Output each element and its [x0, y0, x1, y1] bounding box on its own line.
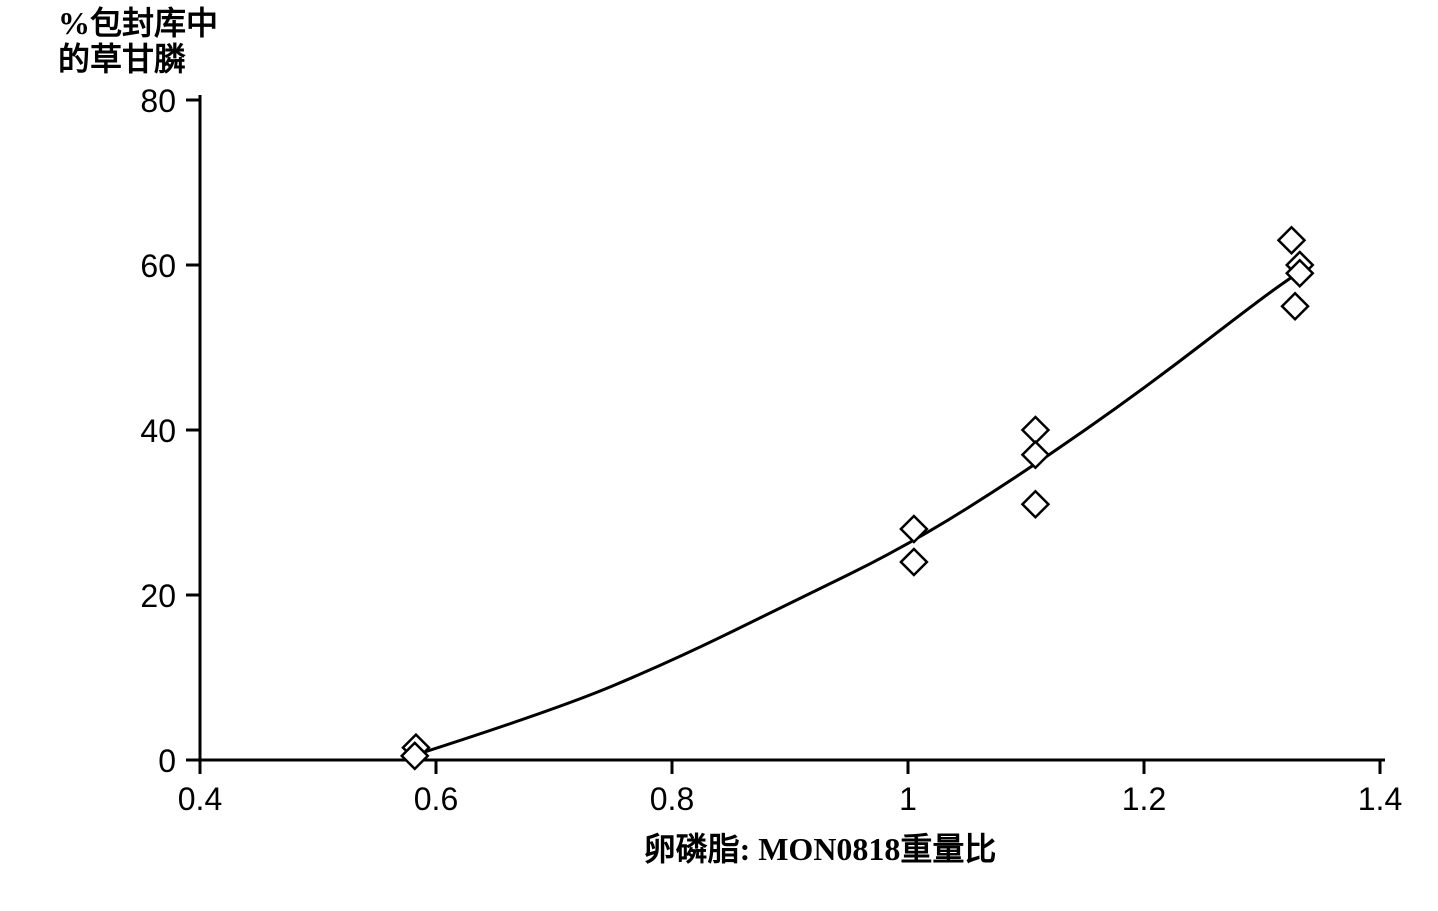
x-tick-label: 0.6 [414, 781, 458, 817]
y-tick-label: 0 [158, 743, 176, 779]
data-marker [1022, 491, 1048, 517]
fitted-curve [412, 273, 1297, 756]
x-tick-label: 1.2 [1122, 781, 1166, 817]
data-marker [901, 516, 927, 542]
chart-svg: 0 20 40 60 80 0.4 0.6 0.8 1 1.2 1.4 %包封库中的草甘膦卵磷脂: M… [0, 0, 1438, 911]
y-tick-label: 60 [140, 248, 176, 284]
data-marker [901, 549, 927, 575]
chart-container: 0 20 40 60 80 0.4 0.6 0.8 1 1.2 1.4 %包封库中的草甘膦卵磷脂: M… [0, 0, 1438, 911]
x-tick-label: 0.8 [650, 781, 694, 817]
y-tick-label: 40 [140, 413, 176, 449]
x-axis-label: 卵磷脂: MON0818重量比 [644, 831, 997, 867]
data-marker [1282, 293, 1308, 319]
x-tick-label: 1.4 [1358, 781, 1402, 817]
x-tick-label: 1 [899, 781, 917, 817]
y-axis-label: %包封库中 [58, 5, 218, 41]
y-tick-label: 20 [140, 578, 176, 614]
data-marker [1279, 227, 1305, 253]
x-tick-label: 0.4 [178, 781, 222, 817]
data-marker [1022, 442, 1048, 468]
y-axis-label: 的草甘膦 [58, 41, 186, 77]
data-marker [1022, 417, 1048, 443]
y-tick-label: 80 [140, 83, 176, 119]
